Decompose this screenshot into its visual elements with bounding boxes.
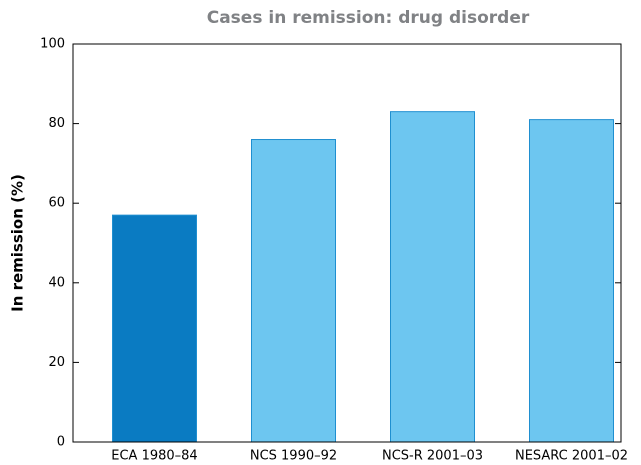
x-tick-label: NESARC 2001–02 [515, 449, 628, 464]
bar [112, 214, 197, 443]
y-axis-label: In remission (%) [9, 174, 27, 312]
x-tick-label: NCS 1990–92 [250, 449, 337, 464]
bar [390, 111, 475, 443]
y-tick-label: 20 [48, 355, 65, 370]
bar [529, 119, 614, 443]
y-tick-label: 100 [40, 37, 65, 52]
y-tick-label: 0 [57, 435, 65, 450]
x-tick-label: ECA 1980–84 [111, 449, 197, 464]
y-tick-label: 80 [48, 116, 65, 131]
y-tick-label: 40 [48, 275, 65, 290]
y-tick-label: 60 [48, 196, 65, 211]
chart-title: Cases in remission: drug disorder [207, 8, 530, 28]
plot-frame [72, 43, 622, 443]
x-tick-label: NCS-R 2001–03 [382, 449, 483, 464]
bar [251, 139, 336, 443]
